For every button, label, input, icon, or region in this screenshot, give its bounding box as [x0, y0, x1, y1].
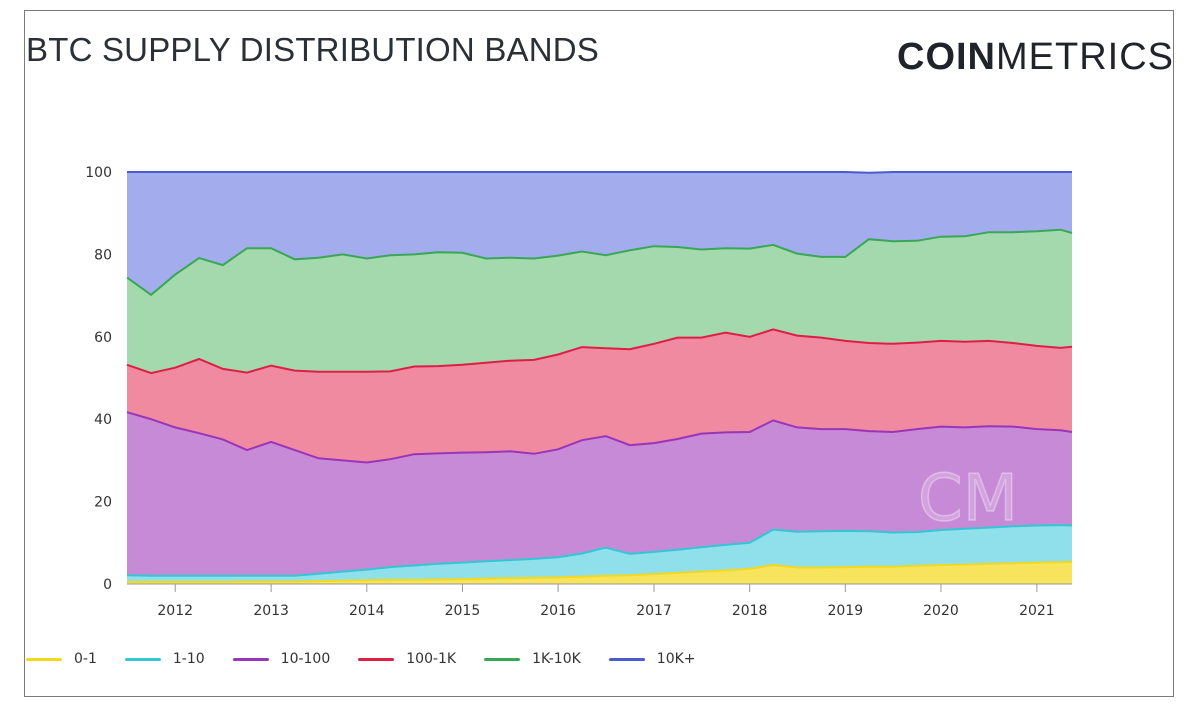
legend-label: 10-100 — [280, 651, 331, 667]
legend-item-10K+[interactable]: 10K+ — [608, 651, 696, 667]
x-tick-label: 2012 — [157, 603, 193, 619]
logo-light-text: METRICS — [996, 36, 1174, 78]
series-line-0-1 — [127, 560, 1073, 583]
y-tick-label: 0 — [103, 577, 112, 593]
y-tick-label: 40 — [94, 412, 112, 428]
y-tick-label: 80 — [94, 247, 112, 263]
legend-item-1-10[interactable]: 1-10 — [124, 651, 205, 667]
legend: 0-1 1-10 10-100 100-1K 1K-10K 10K+ — [26, 647, 724, 671]
area-10-100 — [127, 412, 1072, 576]
page-title: BTC SUPPLY DISTRIBUTION BANDS — [26, 31, 600, 68]
y-tick-label: 20 — [94, 495, 112, 511]
legend-label: 1-10 — [172, 651, 205, 667]
legend-label: 10K+ — [656, 651, 696, 667]
area-1K-10K — [127, 229, 1072, 374]
series-line-10K+ — [127, 171, 1072, 174]
logo-bold-text: COIN — [897, 36, 996, 78]
legend-swatch — [358, 657, 395, 661]
y-axis: 0 20 40 60 80 100 — [85, 165, 112, 593]
x-tick-label: 2020 — [923, 603, 959, 619]
area-1-10 — [127, 525, 1072, 582]
legend-item-1K-10K[interactable]: 1K-10K — [484, 651, 581, 667]
legend-item-0-1[interactable]: 0-1 — [26, 651, 97, 667]
x-tick-label: 2019 — [827, 603, 863, 619]
coinmetrics-logo: COINMETRICS — [897, 36, 1174, 79]
area-100-1K — [127, 329, 1072, 463]
y-tick-label: 100 — [85, 165, 112, 181]
legend-label: 0-1 — [74, 651, 97, 667]
series-line-1-10 — [126, 524, 1073, 577]
legend-swatch — [232, 657, 269, 661]
legend-label: 100-1K — [406, 651, 457, 667]
x-tick-label: 2021 — [1019, 603, 1055, 619]
legend-swatch — [608, 657, 645, 661]
x-tick-label: 2016 — [540, 603, 576, 619]
x-tick-label: 2017 — [636, 603, 672, 619]
series-line-10-100 — [126, 411, 1073, 464]
legend-label: 1K-10K — [532, 651, 581, 667]
area-10K+ — [127, 172, 1072, 295]
x-axis: 2012 2013 2014 2015 2016 2017 2018 2019 2020 2021 — [157, 584, 1055, 619]
x-tick-label: 2014 — [349, 603, 385, 619]
legend-swatch — [484, 657, 521, 661]
legend-swatch — [124, 657, 161, 661]
series-line-100-1K — [126, 328, 1073, 375]
x-tick-label: 2018 — [732, 603, 768, 619]
x-tick-label: 2013 — [253, 603, 289, 619]
chart-lines — [126, 171, 1073, 583]
cm-watermark: CM — [918, 462, 1018, 536]
series-line-1K-10K — [126, 228, 1073, 297]
legend-item-10-100[interactable]: 10-100 — [232, 651, 331, 667]
legend-swatch — [26, 657, 62, 661]
legend-item-100-1K[interactable]: 100-1K — [358, 651, 456, 667]
y-tick-label: 60 — [94, 330, 112, 346]
x-tick-label: 2015 — [445, 603, 481, 619]
